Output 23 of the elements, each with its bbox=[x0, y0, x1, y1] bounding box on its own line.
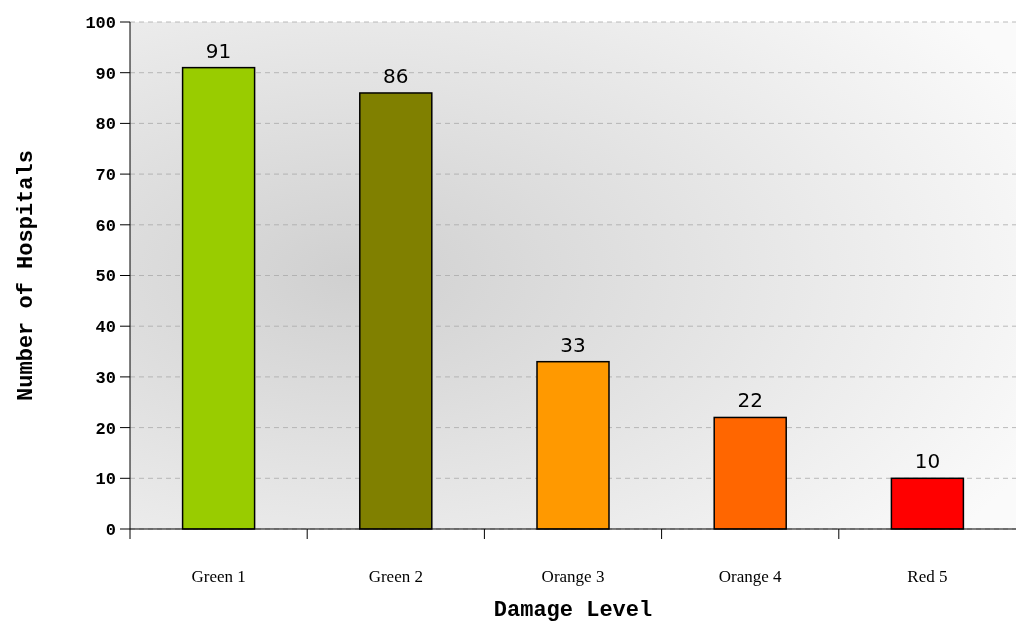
x-axis-title: Damage Level bbox=[493, 598, 653, 623]
y-tick-label: 50 bbox=[95, 267, 116, 287]
y-tick-label: 0 bbox=[105, 520, 116, 540]
y-axis-title: Number of Hospitals bbox=[14, 150, 39, 401]
data-label: 86 bbox=[383, 63, 409, 88]
y-tick-label: 30 bbox=[95, 368, 116, 388]
y-tick-label: 20 bbox=[95, 419, 116, 439]
data-label: 10 bbox=[914, 449, 941, 474]
data-label: 22 bbox=[737, 388, 763, 413]
y-tick-label: 100 bbox=[85, 13, 116, 33]
y-tick-label: 40 bbox=[95, 318, 116, 338]
x-tick-label: Green 1 bbox=[191, 567, 246, 586]
y-tick-label: 60 bbox=[95, 216, 116, 236]
y-tick-label: 80 bbox=[95, 115, 116, 135]
x-tick-label: Red 5 bbox=[907, 567, 948, 586]
x-tick-label: Orange 3 bbox=[541, 567, 605, 586]
data-label: 91 bbox=[205, 38, 232, 63]
y-tick-label: 90 bbox=[95, 64, 116, 84]
x-tick-label: Green 2 bbox=[368, 567, 423, 586]
x-tick-label: Orange 4 bbox=[718, 567, 783, 586]
y-tick-label: 70 bbox=[95, 166, 116, 186]
data-label: 33 bbox=[560, 332, 586, 357]
y-tick-label: 10 bbox=[95, 470, 116, 490]
